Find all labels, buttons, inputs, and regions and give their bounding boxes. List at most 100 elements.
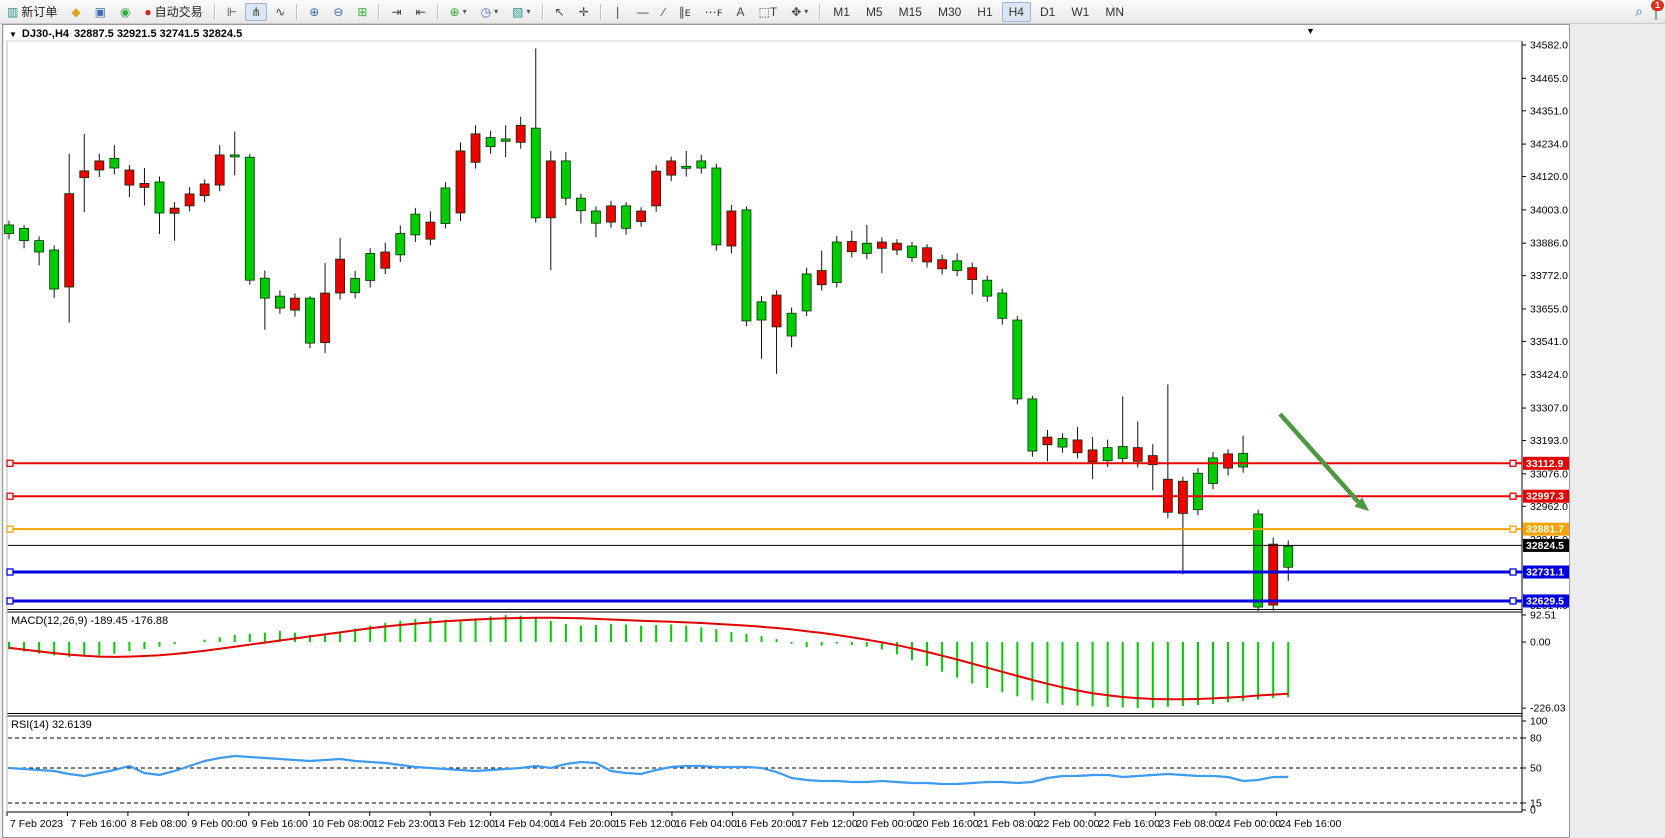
candle-body [786, 312, 797, 337]
support-line-1-handle[interactable] [6, 568, 14, 576]
time-axis[interactable]: 7 Feb 2023 7 Feb 16:00 8 Feb 08:00 9 Feb 00… [6, 812, 1341, 830]
bar-chart-icon[interactable]: ⊩ [221, 3, 243, 21]
toolbar-separator [213, 3, 216, 20]
tf-mn-label: MN [1105, 4, 1124, 19]
cursor-icon[interactable]: ↖ [549, 3, 571, 21]
autotrade-icon: ● [144, 4, 152, 19]
add-indicator-icon: ⊕ [449, 4, 460, 19]
candle-body [801, 273, 812, 312]
tf-m5[interactable]: M5 [859, 2, 890, 22]
chevron-down-icon[interactable]: ▾ [462, 7, 467, 16]
chevron-down-icon[interactable]: ▾ [494, 7, 499, 16]
svg-text:24 Feb 00:00: 24 Feb 00:00 [1219, 818, 1281, 830]
candle-body [1042, 436, 1053, 446]
pivot-line-handle[interactable] [1509, 525, 1517, 533]
svg-text:7 Feb 16:00: 7 Feb 16:00 [70, 818, 126, 830]
chart-shift-icon[interactable]: ⇤ [410, 3, 432, 21]
notification-badge: 1 [1650, 0, 1664, 11]
candle-body [696, 160, 707, 169]
rsi-panel[interactable]: 100 80 50 150 RSI(14) 32.6139 [8, 716, 1548, 817]
svg-text:9 Feb 00:00: 9 Feb 00:00 [191, 818, 247, 830]
tf-w1[interactable]: W1 [1064, 2, 1096, 22]
chart-canvas[interactable]: 34582.0 34465.0 34351.0 34234.0 34120.0 34003… [3, 25, 1569, 837]
navigator-icon[interactable]: ▣ [89, 3, 112, 21]
trendline-icon[interactable]: ∕ [657, 3, 671, 21]
candle-body [1268, 543, 1279, 606]
collapse-icon[interactable]: ▼ [9, 29, 17, 39]
resistance-line-2-handle[interactable] [6, 492, 14, 500]
tf-m1[interactable]: M1 [826, 2, 857, 22]
chevron-down-icon[interactable]: ▾ [526, 7, 531, 16]
support-line-2-handle[interactable] [6, 597, 14, 605]
hlines-layer[interactable]: 33112.9 32997.3 32881.7 32824.5 32731.1 32629… [6, 456, 1569, 608]
tile-windows-icon[interactable]: ⊞ [351, 3, 373, 21]
candle-body [214, 154, 225, 186]
search-icon[interactable]: ⌕ [1635, 3, 1643, 19]
resistance-line-2-handle[interactable] [1509, 492, 1517, 500]
channel-icon[interactable]: ∥ᴇ [673, 3, 697, 21]
tf-mn[interactable]: MN [1098, 2, 1131, 22]
resistance-line-1-handle[interactable] [1509, 459, 1517, 467]
zoom-out-icon[interactable]: ⊖ [327, 3, 349, 21]
horizontal-line-icon[interactable]: — [631, 3, 655, 21]
svg-text:15 Feb 12:00: 15 Feb 12:00 [615, 818, 677, 830]
candle-body [380, 251, 391, 269]
candle-body [335, 258, 346, 294]
autotrade-button[interactable]: ● 自动交易 [138, 0, 208, 23]
resistance-line-1-handle[interactable] [6, 459, 14, 467]
period-clock-icon[interactable]: ◷ ▾ [475, 3, 505, 21]
zoom-in-icon[interactable]: ⊕ [303, 3, 325, 21]
period-clock-icon: ◷ [480, 4, 492, 19]
fibonacci-icon[interactable]: ⋯ꜰ [699, 3, 729, 21]
shapes-icon[interactable]: ✥ ▾ [785, 3, 814, 21]
candle-body [922, 247, 932, 263]
text-label-icon[interactable]: ⬚T [753, 3, 784, 21]
chat-icon[interactable]: 1 [1650, 0, 1664, 20]
add-indicator-icon[interactable]: ⊕ ▾ [444, 3, 473, 21]
tf-m15[interactable]: M15 [892, 2, 929, 22]
line-chart-icon[interactable]: ∿ [269, 3, 291, 21]
svg-text:9 Feb 16:00: 9 Feb 16:00 [252, 818, 308, 830]
market-watch-icon[interactable]: ◆ [65, 3, 86, 21]
candle-body [274, 295, 285, 309]
svg-text:92.51: 92.51 [1530, 609, 1556, 621]
shapes-icon: ✥ [791, 4, 802, 19]
candle-body [1102, 447, 1113, 462]
signal-icon[interactable]: ◉ [114, 3, 136, 21]
support-line-1-price-badge [1523, 565, 1569, 579]
chevron-down-icon[interactable]: ▾ [804, 7, 809, 16]
candlestick-chart-icon[interactable]: ⋔ [245, 2, 268, 21]
candle-body [1117, 446, 1128, 459]
svg-text:13 Feb 12:00: 13 Feb 12:00 [433, 818, 495, 830]
candle-body [79, 170, 90, 179]
vertical-line-icon[interactable]: ❘ [607, 3, 629, 21]
tf-d1[interactable]: D1 [1033, 2, 1062, 22]
tf-m30[interactable]: M30 [931, 2, 968, 22]
svg-text:10 Feb 08:00: 10 Feb 08:00 [312, 818, 374, 830]
new-order-button[interactable]: ▥ 新订单 [1, 0, 63, 23]
text-icon[interactable]: A [731, 3, 751, 21]
tf-m15-label: M15 [898, 4, 922, 19]
crosshair-icon[interactable]: ✛ [573, 3, 595, 21]
tf-h1[interactable]: H1 [970, 2, 999, 22]
auto-scroll-icon[interactable]: ⇥ [385, 3, 407, 21]
chart-shift-marker[interactable]: ▼ [1306, 26, 1315, 36]
candle-body [576, 197, 586, 212]
support-line-1-handle[interactable] [1509, 568, 1517, 576]
pivot-line-handle[interactable] [6, 525, 14, 533]
toolbar-separator [541, 3, 544, 20]
candle-body [982, 279, 993, 297]
tf-d1-label: D1 [1039, 4, 1056, 19]
candle-body [229, 154, 240, 158]
down-arrow[interactable] [1278, 412, 1369, 511]
svg-text:14 Feb 04:00: 14 Feb 04:00 [494, 818, 556, 830]
support-line-2-handle[interactable] [1509, 597, 1517, 605]
chart-window[interactable]: ▼ DJ30-,H4 32887.5 32921.5 32741.5 32824… [2, 24, 1570, 838]
candle-body [470, 133, 481, 163]
macd-panel[interactable]: 92.51 0.00 -226.03 MACD(12,26,9) -189.45 -1… [8, 609, 1566, 715]
template-icon[interactable]: ▧ ▾ [506, 3, 536, 21]
candle-body [425, 221, 436, 240]
svg-text:34465.0: 34465.0 [1530, 73, 1568, 85]
candlestick-chart-icon: ⋔ [251, 4, 262, 19]
tf-h4[interactable]: H4 [1001, 1, 1031, 22]
